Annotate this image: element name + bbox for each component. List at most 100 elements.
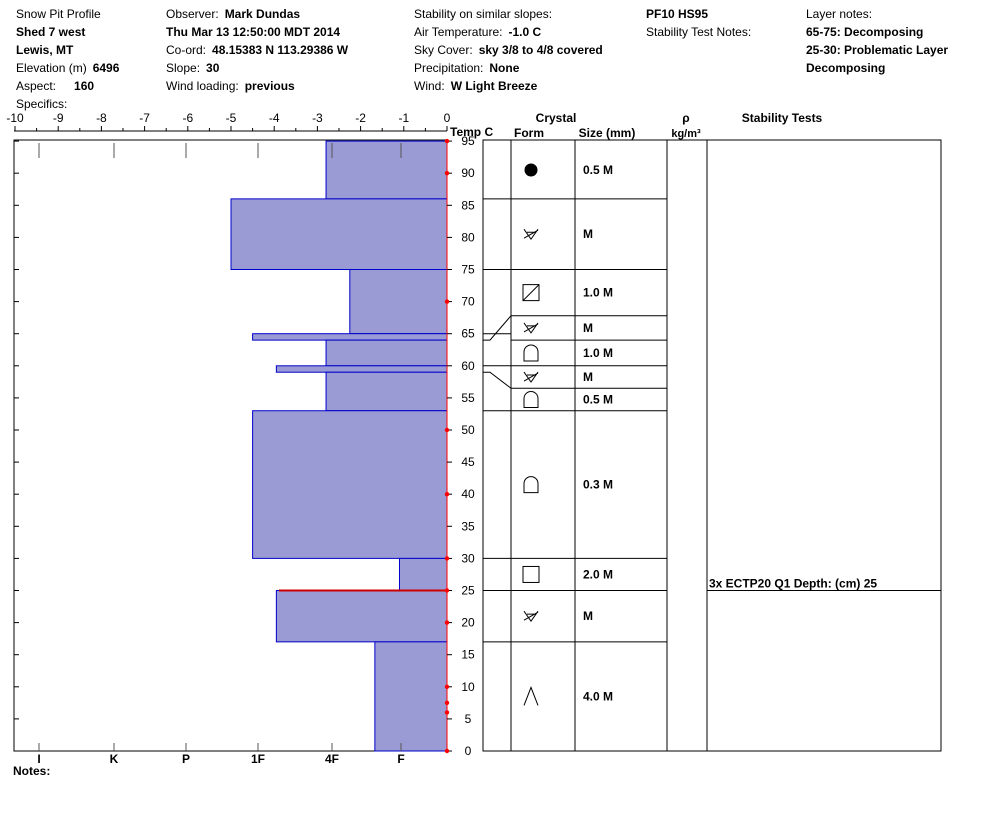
- temp-tick-label: -7: [139, 111, 150, 125]
- temperature-point: [444, 710, 450, 715]
- wind-label: Wind:: [414, 79, 445, 93]
- temp-axis: -10 -9 -8 -7 -6 -5 -4 -3 -2 -1 0: [6, 111, 451, 131]
- decomposing-stroke: [523, 610, 539, 623]
- layer-note-1: 65-75: Decomposing: [806, 25, 924, 39]
- decomposing-stroke: [523, 228, 539, 241]
- depth-hoar-icon: [523, 686, 539, 706]
- stability-test-result: 3x ECTP20 Q1 Depth: (cm) 25: [709, 577, 877, 591]
- crystal-size-value: 2.0 M: [583, 567, 613, 581]
- sky-cover-value: sky 3/8 to 4/8 covered: [478, 43, 603, 57]
- temperature-point: [444, 556, 450, 561]
- height-tick-label: 70: [461, 295, 475, 309]
- temp-tick-label: -1: [398, 111, 409, 125]
- hardness-scale-label: F: [397, 752, 404, 766]
- elevation-field: Elevation (m) 6496: [16, 59, 119, 77]
- decomposing-particles-icon: [523, 610, 539, 623]
- slope-field: Slope: 30: [166, 59, 219, 77]
- hardness-layer-bar: [325, 140, 448, 200]
- observer-label: Observer:: [166, 7, 219, 21]
- size-header: Size (mm): [579, 126, 636, 140]
- crystal-size-value: M: [583, 370, 593, 384]
- graupel-icon: [524, 163, 538, 177]
- hardness-layer-bar: [252, 410, 448, 559]
- height-tick-label: 20: [461, 616, 475, 630]
- height-tick-label: 60: [461, 359, 475, 373]
- temperature-point: [444, 171, 450, 176]
- mixed-forms-icon: [522, 284, 540, 302]
- crystal-size-value: 1.0 M: [583, 286, 613, 300]
- temp-tick-label: -4: [269, 111, 280, 125]
- stability-similar-label: Stability on similar slopes:: [414, 7, 553, 21]
- height-axis: 0 5 10 15 20 25 30 35 40 45 50 55 60 65 70 75 80 85 90 95: [14, 134, 475, 758]
- temperature-point: [444, 620, 450, 625]
- decomposing-particles-icon: [523, 228, 539, 241]
- hardness-scale-label: I: [37, 752, 40, 766]
- hardness-scale-label: K: [110, 752, 119, 766]
- air-temp-value: -1.0 C: [508, 25, 542, 39]
- temp-tick-label: -8: [96, 111, 107, 125]
- sky-cover-label: Sky Cover:: [414, 43, 473, 57]
- temperature-point: [444, 299, 450, 304]
- layer-notes-label: Layer notes:: [806, 7, 873, 21]
- hardness-layer-bar: [275, 365, 448, 373]
- rounded-facet-icon: [523, 391, 539, 409]
- layer-note-2: 25-30: Problematic Layer: [806, 43, 949, 57]
- rounded-facet-icon: [523, 476, 539, 494]
- temp-tick-label: -6: [182, 111, 193, 125]
- air-temp-label: Air Temperature:: [414, 25, 503, 39]
- temperature-point: [444, 588, 450, 593]
- hardness-layer-bar: [325, 339, 448, 367]
- crystal-layer-row: M: [511, 370, 667, 389]
- height-tick-label: 95: [461, 134, 475, 148]
- stability-test-rows: 3x ECTP20 Q1 Depth: (cm) 25: [707, 577, 941, 591]
- wind-loading-value: previous: [244, 79, 295, 93]
- crystal-table-frame: [482, 139, 942, 752]
- height-tick-label: 85: [461, 198, 475, 212]
- temperature-point: [444, 138, 450, 144]
- crystal-size-value: 0.5 M: [583, 163, 613, 177]
- aspect-field: Aspect: 160: [16, 77, 94, 95]
- slope-value: 30: [206, 61, 220, 75]
- crystal-layers: 0.5 M M 1.0 M M 1.0 M M 0.5 M 0.3 M 2.0 M M 4.0 M: [483, 163, 667, 706]
- hardness-scale-label: 1F: [251, 752, 265, 766]
- faceted-crystal-icon: [522, 565, 540, 583]
- temperature-point: [444, 427, 450, 433]
- height-tick-label: 50: [461, 423, 475, 437]
- crystal-layer-row: 0.3 M: [511, 476, 667, 559]
- precipitation-label: Precipitation:: [414, 61, 484, 75]
- hardness-layer-bar: [252, 333, 448, 341]
- density-unit-header: kg/m³: [671, 128, 701, 140]
- temp-axis-label: Temp C: [450, 125, 493, 139]
- height-tick-label: 65: [461, 327, 475, 341]
- hardness-scale: I K P 1F 4F F: [37, 752, 404, 766]
- crystal-size-value: 0.5 M: [583, 393, 613, 407]
- height-tick-label: 45: [461, 455, 475, 469]
- wind-value: W Light Breeze: [450, 79, 538, 93]
- elevation-value: 6496: [92, 61, 120, 75]
- crystal-size-value: 1.0 M: [583, 346, 613, 360]
- temp-tick-label: -9: [53, 111, 64, 125]
- mixed-forms-diagonal: [522, 284, 540, 301]
- height-tick-label: 5: [465, 712, 472, 726]
- hardness-grid: [38, 143, 447, 751]
- mixed-forms-box: [522, 284, 540, 302]
- height-tick-label: 40: [461, 487, 475, 501]
- wind-loading-field: Wind loading: previous: [166, 77, 295, 95]
- temp-tick-label: -5: [226, 111, 237, 125]
- height-tick-label: 30: [461, 551, 475, 565]
- sky-cover-field: Sky Cover: sky 3/8 to 4/8 covered: [414, 41, 603, 59]
- wind-field: Wind: W Light Breeze: [414, 77, 537, 95]
- hardness-layer-bar: [275, 590, 448, 643]
- decomposing-particles-icon: [523, 322, 539, 334]
- temp-tick-label: -3: [312, 111, 323, 125]
- crystal-layer-row: 1.0 M: [511, 284, 667, 317]
- form-header: Form: [514, 126, 544, 140]
- coord-field: Co-ord: 48.15383 N 113.29386 W: [166, 41, 348, 59]
- pit-location: Shed 7 west: [16, 25, 86, 39]
- layer-connector: [483, 315, 512, 341]
- crystal-layer-row: 4.0 M: [523, 686, 613, 706]
- temperature-point: [444, 492, 450, 497]
- hardness-scale-label: P: [182, 752, 190, 766]
- crystal-size-value: 0.3 M: [583, 478, 613, 492]
